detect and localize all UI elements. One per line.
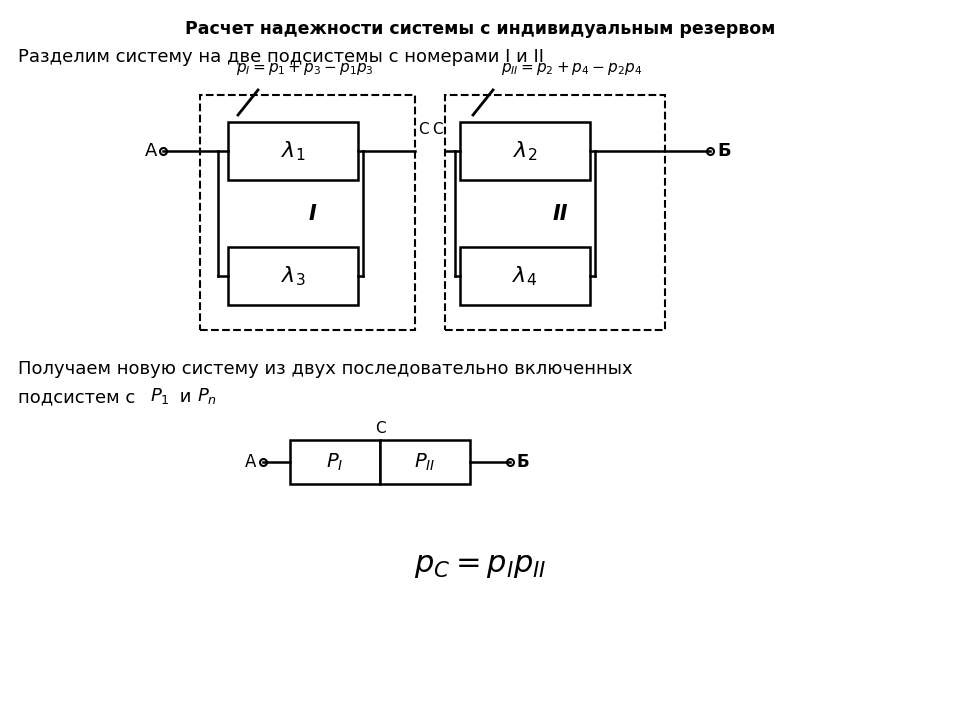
Bar [460,247,590,305]
Text: $\lambda_1$: $\lambda_1$ [280,139,305,163]
Bar [380,440,470,484]
Text: Б: Б [717,142,731,160]
Text: Расчет надежности системы с индивидуальным резервом: Расчет надежности системы с индивидуальн… [185,20,775,38]
Bar [445,95,665,330]
Text: А: А [145,142,157,160]
Bar [460,122,590,180]
Text: $P_1$: $P_1$ [150,386,170,406]
Text: $P_{II}$: $P_{II}$ [415,451,436,472]
Text: С: С [374,421,385,436]
Bar [228,122,358,180]
Bar [290,440,380,484]
Text: Получаем новую систему из двух последовательно включенных: Получаем новую систему из двух последова… [18,360,633,378]
Text: подсистем с: подсистем с [18,388,141,406]
Text: $\lambda_4$: $\lambda_4$ [513,264,538,288]
Text: $P_I$: $P_I$ [326,451,344,472]
Bar [228,247,358,305]
Text: Разделим систему на две подсистемы с номерами I и II: Разделим систему на две подсистемы с ном… [18,48,544,66]
Text: и: и [174,388,197,406]
Text: $p_I = p_1 + p_3 - p_1 p_3$: $p_I = p_1 + p_3 - p_1 p_3$ [236,60,373,77]
Bar [200,95,415,330]
Text: Б: Б [517,453,530,471]
Text: $\lambda_2$: $\lambda_2$ [513,139,538,163]
Text: II: II [552,204,567,223]
Text: I: I [308,204,317,223]
Text: $p_{II} = p_2 + p_4 - p_2 p_4$: $p_{II} = p_2 + p_4 - p_2 p_4$ [501,60,642,77]
Text: А: А [245,453,256,471]
Text: $p_C = p_I p_{II}$: $p_C = p_I p_{II}$ [414,551,546,580]
Text: $P_n$: $P_n$ [197,386,217,406]
Text: $\lambda_3$: $\lambda_3$ [280,264,305,288]
Text: С: С [432,122,443,137]
Text: С: С [418,122,428,137]
